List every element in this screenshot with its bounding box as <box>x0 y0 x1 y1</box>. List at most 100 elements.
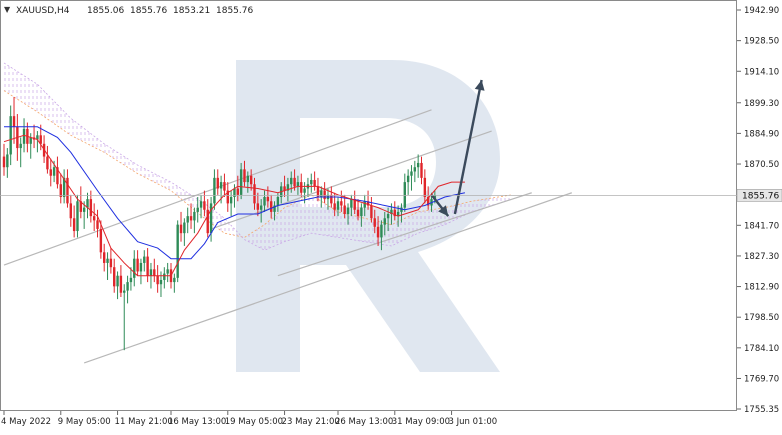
time-tick-label: 4 May 2022 <box>1 417 51 427</box>
candle-body <box>293 177 296 187</box>
price-tick-label: 1928.50 <box>744 37 779 47</box>
candle-body <box>393 209 396 217</box>
candle <box>366 190 370 210</box>
candle-body <box>390 209 393 215</box>
time-tick-label: 9 May 05:00 <box>58 417 111 427</box>
candle <box>19 137 22 168</box>
candle-body <box>146 256 149 276</box>
candle-body <box>336 201 340 210</box>
candle-body <box>346 207 350 215</box>
candle-body <box>149 269 153 276</box>
candle <box>266 186 270 208</box>
candle <box>253 177 256 210</box>
candle <box>296 175 300 195</box>
candle-body <box>129 277 133 283</box>
candle <box>360 203 363 227</box>
candle-body <box>163 273 166 280</box>
candle-body <box>136 258 139 272</box>
candle-body <box>383 218 386 225</box>
price-tick-label: 1798.50 <box>744 313 779 323</box>
candle-body <box>22 128 26 144</box>
candle <box>380 220 383 251</box>
candle <box>166 262 169 283</box>
candle <box>259 199 263 223</box>
candle-body <box>176 224 179 278</box>
candle <box>6 148 9 178</box>
candle <box>246 171 250 193</box>
candle-body <box>199 201 203 208</box>
candle-body <box>400 207 403 212</box>
candle <box>256 192 260 217</box>
candle <box>206 199 209 238</box>
candle-body <box>253 184 256 204</box>
candle <box>373 209 376 234</box>
candle-body <box>256 203 260 210</box>
candle <box>176 220 179 283</box>
candle <box>213 169 216 210</box>
candle <box>82 201 86 229</box>
candle <box>410 165 413 191</box>
candle-body <box>76 201 79 232</box>
forecast-arrow[interactable] <box>453 79 485 215</box>
price-tick-label: 1870.50 <box>744 160 779 170</box>
price-tick-label: 1769.70 <box>744 374 779 384</box>
candle <box>72 205 76 238</box>
candle-body <box>310 179 313 185</box>
candle-body <box>246 175 250 183</box>
candle <box>346 203 350 225</box>
candle-body <box>219 182 223 189</box>
candle-body <box>340 201 343 206</box>
chart-header: ▼ XAUUSD,H4 1855.06 1855.76 1853.21 1855… <box>4 5 253 16</box>
candle <box>270 194 273 219</box>
candle <box>350 194 353 217</box>
candle <box>313 171 316 191</box>
candle-body <box>36 135 39 140</box>
candle <box>109 248 113 274</box>
candle <box>189 203 193 229</box>
candle-body <box>96 220 99 229</box>
ohlc-open: 1855.06 <box>87 6 124 16</box>
candle <box>103 243 106 272</box>
candle-body <box>356 209 360 217</box>
candle-body <box>52 167 56 176</box>
candle-body <box>296 182 300 187</box>
price-tick-label: 1914.10 <box>744 67 779 77</box>
candle <box>356 199 360 221</box>
candle-body <box>426 197 430 206</box>
candle-body <box>213 177 216 204</box>
candle-body <box>276 197 280 206</box>
candle-body <box>290 177 293 185</box>
price-tag-value: 1855.76 <box>742 191 779 201</box>
price-tick-label: 1812.90 <box>744 283 779 293</box>
candle-body <box>333 203 336 210</box>
price-tick-label: 1884.90 <box>744 129 779 139</box>
senkou-span-b-line <box>3 62 512 251</box>
forecast-arrow[interactable] <box>430 194 450 217</box>
trend-channel-line[interactable] <box>83 192 572 364</box>
header-arrow-icon[interactable]: ▼ <box>4 5 11 14</box>
candle-body <box>223 182 226 191</box>
candle <box>186 207 189 234</box>
time-tick-label: 3 Jun 01:00 <box>449 417 498 427</box>
price-tick-label: 1841.70 <box>744 221 779 231</box>
candle-body <box>12 116 16 127</box>
candle-body <box>216 177 219 189</box>
forecast-arrow-head <box>438 205 449 217</box>
candle <box>209 197 213 242</box>
candle-body <box>370 205 373 219</box>
trend-channel-line[interactable] <box>277 192 532 277</box>
candle-body <box>239 169 243 195</box>
candle-body <box>236 188 239 195</box>
candle-body <box>179 224 183 234</box>
price-axis[interactable]: 1942.90 1928.50 1914.10 1899.30 1884.90 1870.… <box>737 6 779 415</box>
candle-body <box>203 201 206 210</box>
price-tag: 1855.76 <box>736 189 782 202</box>
candle-body <box>82 207 86 212</box>
candle-body <box>173 277 176 283</box>
time-tick-label: 16 May 13:00 <box>168 417 226 427</box>
candle <box>243 160 246 187</box>
candle <box>203 190 206 217</box>
